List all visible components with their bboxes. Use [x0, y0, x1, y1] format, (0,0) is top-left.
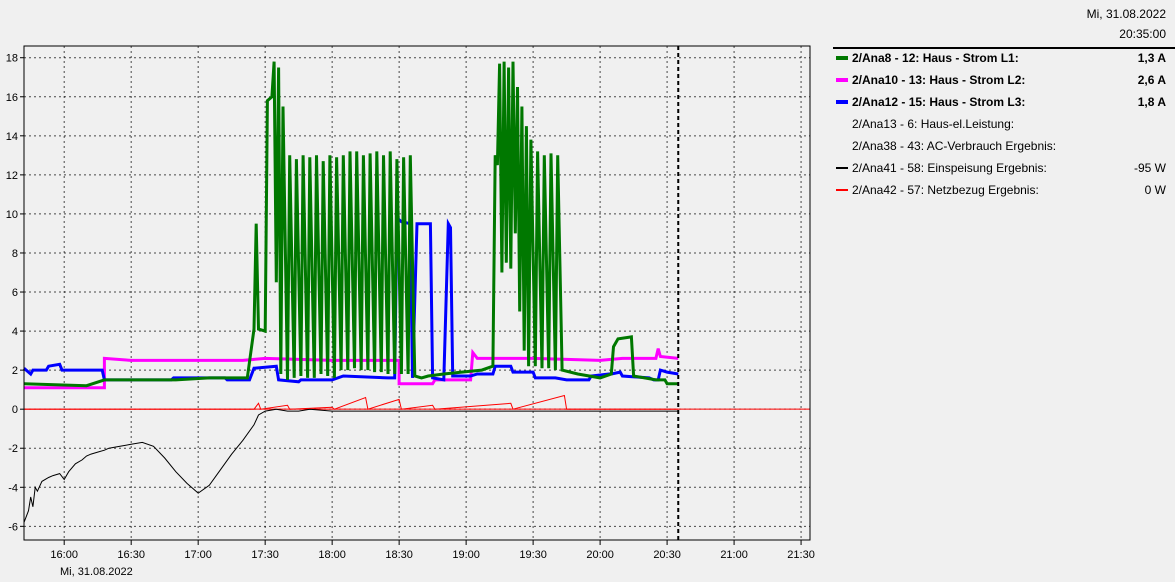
legend-entry[interactable]: 2/Ana10 - 13: Haus - Strom L2: 2,6 A: [833, 71, 1166, 89]
y-tick-label: 8: [12, 248, 18, 260]
y-tick-label: 2: [12, 365, 18, 377]
legend-label: 2/Ana8 - 12: Haus - Strom L1:: [852, 51, 1019, 65]
legend-value: 1,8 A: [1137, 95, 1166, 109]
legend-entry[interactable]: 2/Ana38 - 43: AC-Verbrauch Ergebnis:: [833, 137, 1166, 155]
legend-label: 2/Ana13 - 6: Haus-el.Leistung:: [852, 117, 1015, 131]
legend-entry[interactable]: 2/Ana41 - 58: Einspeisung Ergebnis: -95 W: [833, 159, 1166, 177]
x-tick-label: 18:00: [318, 549, 346, 561]
x-axis-date-label: Mi, 31.08.2022: [60, 566, 133, 578]
header-time: 20:35:00: [1119, 27, 1166, 41]
x-tick-label: 20:30: [653, 549, 681, 561]
y-tick-label: 18: [6, 53, 18, 65]
legend-label: 2/Ana38 - 43: AC-Verbrauch Ergebnis:: [852, 139, 1057, 153]
x-tick-label: 16:30: [117, 549, 145, 561]
x-tick-label: 21:00: [720, 549, 748, 561]
x-tick-label: 17:30: [251, 549, 279, 561]
legend-swatch: [836, 78, 848, 82]
legend-entry[interactable]: 2/Ana42 - 57: Netzbezug Ergebnis: 0 W: [833, 181, 1166, 199]
y-tick-label: 4: [12, 326, 18, 338]
legend-swatch: [836, 167, 848, 169]
legend-value: 2,6 A: [1137, 73, 1166, 87]
y-tick-label: -4: [8, 482, 18, 494]
legend-label: 2/Ana10 - 13: Haus - Strom L2:: [852, 73, 1026, 87]
legend-entry[interactable]: 2/Ana8 - 12: Haus - Strom L1: 1,3 A: [833, 49, 1166, 67]
series-line: [24, 394, 679, 410]
series-line: [23, 408, 679, 523]
legend-swatch: [836, 56, 848, 60]
header-date: Mi, 31.08.2022: [1086, 7, 1166, 21]
series-line: [24, 348, 679, 390]
legend-value: 1,3 A: [1137, 51, 1166, 65]
legend-value: -95 W: [1133, 161, 1166, 175]
y-tick-label: -2: [8, 443, 18, 455]
y-axis-ticks: 18 16 14 12 10 8 6 4 2 0 -2 -4 -6: [6, 53, 24, 533]
x-tick-label: 18:30: [385, 549, 413, 561]
x-axis-ticks: 16:00 16:30 17:00 17:30 18:00 18:30 19:00 19:30…: [50, 540, 815, 561]
legend-entry[interactable]: 2/Ana12 - 15: Haus - Strom L3: 1,8 A: [833, 93, 1166, 111]
legend-label: 2/Ana12 - 15: Haus - Strom L3:: [852, 95, 1026, 109]
legend-swatch: [836, 189, 848, 191]
y-tick-label: -6: [8, 521, 18, 533]
x-tick-label: 21:30: [787, 549, 815, 561]
plot-frame: [23, 45, 811, 541]
y-tick-label: 16: [6, 92, 18, 104]
legend-entry[interactable]: 2/Ana13 - 6: Haus-el.Leistung:: [833, 115, 1166, 133]
legend-swatch: [836, 100, 848, 104]
x-tick-label: 19:30: [519, 549, 547, 561]
plot-area: [24, 46, 810, 540]
legend-label: 2/Ana42 - 57: Netzbezug Ergebnis:: [852, 183, 1039, 197]
y-tick-label: 10: [6, 209, 18, 221]
x-tick-label: 17:00: [184, 549, 212, 561]
y-tick-label: 14: [6, 131, 18, 143]
series-line: [23, 61, 679, 388]
x-tick-label: 20:00: [586, 549, 614, 561]
x-tick-label: 19:00: [452, 549, 480, 561]
legend-divider: [833, 47, 1175, 49]
y-tick-label: 0: [12, 404, 18, 416]
y-tick-label: 12: [6, 170, 18, 182]
legend-label: 2/Ana41 - 58: Einspeisung Ergebnis:: [852, 161, 1047, 175]
legend-value: 0 W: [1144, 183, 1166, 197]
y-tick-label: 6: [12, 287, 18, 299]
axes: [23, 45, 811, 541]
series-layer: [23, 61, 679, 523]
x-tick-label: 16:00: [50, 549, 78, 561]
